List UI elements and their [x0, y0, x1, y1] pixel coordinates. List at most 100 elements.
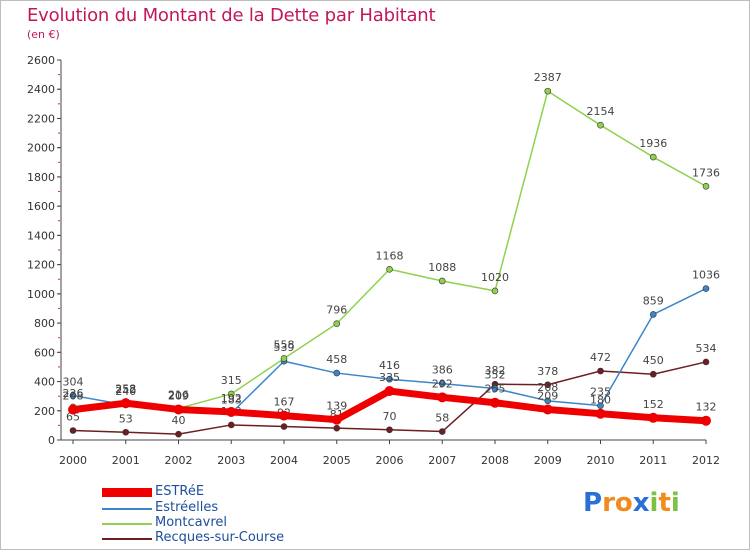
- data-point-montcavrel: [597, 121, 604, 129]
- data-label-montcavrel: 2154: [587, 105, 615, 118]
- x-tick-label: 2003: [217, 454, 245, 467]
- data-label-montcavrel: 1736: [692, 166, 720, 179]
- legend-label-estree: ESTRéE: [155, 484, 205, 499]
- data-label-recques-sur-course: 534: [696, 342, 717, 355]
- data-point-estr-e: [384, 386, 395, 397]
- data-point-estr-elles: [544, 397, 552, 405]
- logo-letter: x: [632, 488, 650, 518]
- y-tick-label: 600: [34, 346, 55, 359]
- y-tick-label: 1000: [27, 288, 55, 301]
- chart-title: Evolution du Montant de la Dette par Hab…: [27, 5, 436, 26]
- x-tick-label: 2000: [59, 454, 87, 467]
- data-label-estr-elles: 416: [379, 359, 400, 372]
- data-point-recques-sur-course: [438, 428, 446, 435]
- data-point-estr-elles: [491, 385, 499, 392]
- data-label-estr-e: 335: [379, 371, 400, 384]
- data-point-estr-elles: [438, 380, 446, 387]
- data-point-estr-e: [595, 408, 606, 419]
- data-point-estr-e: [331, 414, 342, 425]
- x-tick-label: 2006: [376, 454, 404, 467]
- data-point-estr-elles: [702, 285, 710, 292]
- data-point-montcavrel: [280, 355, 288, 362]
- data-label-estr-elles: 352: [485, 369, 506, 382]
- data-label-recques-sur-course: 450: [643, 354, 664, 367]
- proxiti-logo: Proxiti: [583, 488, 680, 518]
- y-tick-label: 400: [34, 376, 55, 389]
- data-label-estr-elles: 304: [63, 376, 84, 389]
- legend-swatch-estreelles: [102, 508, 152, 510]
- data-label-estr-e: 167: [274, 396, 295, 409]
- data-label-estr-elles: 235: [590, 386, 611, 399]
- legend-label-recques: Recques-sur-Course: [155, 530, 285, 545]
- logo-letter: P: [583, 488, 603, 518]
- data-point-estr-elles: [597, 402, 604, 409]
- data-label-estr-e: 255: [485, 383, 506, 396]
- legend-swatch-montcavrel: [102, 523, 152, 525]
- data-label-estr-elles: 458: [326, 353, 347, 366]
- x-tick-label: 2004: [270, 454, 298, 467]
- legend-swatch-recques: [102, 538, 152, 540]
- y-tick-label: 1800: [27, 171, 55, 184]
- data-point-recques-sur-course: [175, 430, 182, 438]
- data-label-estr-e: 209: [537, 389, 558, 402]
- y-tick-label: 2000: [27, 142, 55, 155]
- data-label-montcavrel: 1168: [376, 249, 404, 262]
- data-point-estr-e: [68, 404, 78, 415]
- data-label-estr-e: 208: [63, 390, 84, 403]
- data-label-estr-elles: 268: [537, 381, 558, 394]
- data-label-montcavrel: 216: [168, 388, 189, 401]
- x-tick-label: 2001: [112, 454, 140, 467]
- logo-letter: t: [658, 488, 671, 518]
- data-point-recques-sur-course: [386, 426, 393, 434]
- x-tick-label: 2010: [587, 454, 615, 467]
- data-point-recques-sur-course: [597, 367, 604, 375]
- data-label-recques-sur-course: 382: [485, 364, 506, 377]
- data-label-recques-sur-course: 65: [66, 411, 80, 424]
- data-label-recques-sur-course: 53: [119, 412, 133, 425]
- y-tick-label: 800: [34, 317, 55, 330]
- data-point-recques-sur-course: [333, 424, 341, 432]
- data-label-recques-sur-course: 58: [435, 412, 449, 425]
- data-label-estr-e: 180: [590, 394, 611, 407]
- x-tick-label: 2007: [428, 454, 456, 467]
- x-tick-label: 2012: [692, 454, 720, 467]
- data-label-estr-e: 209: [168, 389, 189, 402]
- data-point-recques-sur-course: [280, 423, 288, 430]
- data-point-estr-elles: [69, 392, 77, 399]
- data-point-montcavrel: [386, 265, 393, 273]
- data-point-recques-sur-course: [69, 427, 77, 434]
- data-point-estr-e: [120, 398, 131, 409]
- data-label-estr-elles: 859: [643, 294, 664, 307]
- data-label-montcavrel: 226: [63, 387, 84, 400]
- data-point-recques-sur-course: [122, 428, 130, 436]
- data-label-montcavrel: 315: [221, 374, 242, 387]
- x-tick-label: 2005: [323, 454, 351, 467]
- data-label-estr-elles: 183: [221, 393, 242, 406]
- data-label-recques-sur-course: 40: [172, 414, 186, 427]
- data-label-montcavrel: 796: [326, 304, 347, 317]
- data-point-estr-elles: [333, 369, 341, 377]
- data-point-estr-e: [226, 406, 237, 417]
- data-point-montcavrel: [491, 287, 499, 295]
- data-point-montcavrel: [649, 153, 657, 161]
- data-point-estr-e: [490, 397, 500, 408]
- data-label-montcavrel: 1936: [639, 137, 667, 150]
- legend-label-estreelles: Estréelles: [155, 500, 219, 515]
- data-point-estr-e: [648, 412, 659, 423]
- data-label-recques-sur-course: 378: [537, 365, 558, 378]
- y-tick-label: 2200: [27, 112, 55, 125]
- x-tick-label: 2009: [534, 454, 562, 467]
- x-tick-label: 2002: [165, 454, 193, 467]
- logo-letter: o: [614, 488, 633, 518]
- y-tick-label: 200: [34, 405, 55, 418]
- y-tick-label: 1200: [27, 259, 55, 272]
- legend-label-montcavrel: Montcavrel: [155, 515, 227, 530]
- data-label-estr-e: 139: [326, 400, 347, 413]
- data-label-estr-elles: 240: [115, 385, 136, 398]
- data-label-montcavrel: 2387: [534, 71, 562, 84]
- chart-subtitle: (en €): [27, 28, 60, 41]
- data-point-montcavrel: [702, 182, 710, 190]
- data-label-estr-e: 252: [115, 383, 136, 396]
- data-label-estr-e: 292: [432, 377, 453, 390]
